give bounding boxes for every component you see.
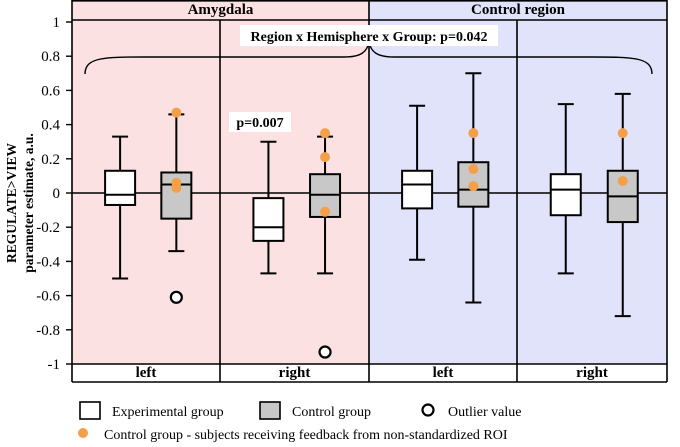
box-iqr: [160, 171, 193, 220]
highlight-point: [617, 128, 628, 139]
box-iqr: [104, 169, 137, 206]
highlight-point: [171, 182, 182, 193]
box-plot-left-experimental: [104, 135, 137, 280]
box-iqr: [401, 169, 434, 210]
interaction-annotation-text: Region x Hemisphere x Group: p=0.042: [251, 30, 488, 45]
y-tick-label: -0.6: [36, 289, 60, 305]
highlight-point: [320, 206, 331, 217]
amygdala-panel-title: Amygdala: [188, 2, 254, 18]
box-plot-right-control: [606, 92, 639, 318]
box-plot-right-experimental: [549, 103, 582, 275]
y-axis-label-line2: parameter estimate, a.u.: [21, 133, 36, 273]
y-tick-label: -0.2: [36, 220, 60, 236]
y-axis-label: REGULATE>VIEW parameter estimate, a.u.: [4, 133, 36, 273]
highlight-point: [468, 181, 479, 192]
highlight-point: [320, 128, 331, 139]
box-plot-left-experimental: [401, 104, 434, 261]
legend-outlier-marker: [421, 403, 435, 417]
box-plot-right-experimental: [252, 140, 285, 275]
y-axis-ticks: 1 0.8 0.6 0.4 0.2 0 -0.2 -0.4 -0.6 -0.8 -1: [36, 15, 72, 373]
interaction-annotation: Region x Hemisphere x Group: p=0.042: [84, 25, 653, 75]
y-tick-label: 0.6: [41, 83, 60, 99]
y-tick-label: 0.2: [41, 152, 60, 168]
highlight-point: [617, 176, 628, 187]
legend-control-label: Control group: [292, 405, 371, 420]
highlight-point: [468, 164, 479, 175]
y-tick-label: 1: [53, 15, 61, 31]
box-plot-left-control: [160, 107, 193, 304]
y-tick-label: -1: [48, 357, 61, 373]
pairwise-annotation: p=0.007: [229, 112, 291, 132]
panel-titles: Amygdala Control region: [188, 2, 566, 18]
control-region-panel-title: Control region: [471, 2, 566, 18]
box-plot-left-control: [457, 72, 490, 304]
highlight-point: [468, 128, 479, 139]
legend-experimental-label: Experimental group: [112, 405, 224, 420]
box-iqr: [252, 197, 285, 242]
box-iqr: [549, 173, 582, 217]
y-tick-label: -0.4: [36, 254, 60, 270]
outlier-point: [169, 290, 183, 304]
interaction-annotation-background: [240, 25, 498, 46]
legend-highlight-marker: [78, 428, 88, 438]
legend: Experimental group Control group Outlier…: [78, 401, 521, 443]
box-plot-right-control: [309, 128, 342, 359]
outlier-point: [318, 345, 332, 359]
highlight-point: [320, 152, 331, 163]
legend-experimental-swatch: [79, 401, 101, 420]
box-plots: [104, 72, 639, 359]
category-labels: left right left right: [136, 365, 608, 381]
legend-control-swatch: [259, 401, 281, 420]
y-axis-label-line1: REGULATE>VIEW: [4, 143, 19, 263]
legend-outlier-label: Outlier value: [448, 405, 521, 420]
y-tick-label: 0.4: [41, 118, 60, 134]
legend-highlight-label: Control group - subjects receiving feedb…: [104, 428, 508, 443]
y-tick-label: 0: [53, 186, 61, 202]
category-label-control-right: right: [576, 365, 608, 381]
y-tick-label: 0.8: [41, 49, 60, 65]
pairwise-annotation-background: [229, 112, 291, 132]
category-label-amygdala-right: right: [279, 365, 311, 381]
category-label-control-left: left: [433, 365, 454, 381]
y-tick-label: -0.8: [36, 323, 60, 339]
category-label-amygdala-left: left: [136, 365, 157, 381]
pairwise-annotation-text: p=0.007: [236, 116, 283, 131]
highlight-point: [171, 107, 182, 118]
